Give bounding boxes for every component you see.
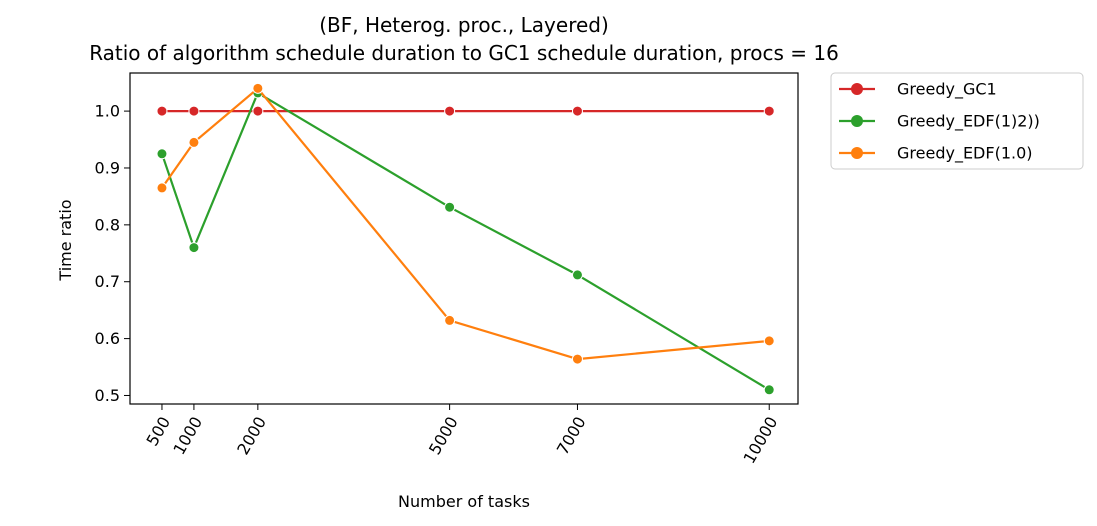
x-tick-label: 10000 xyxy=(740,413,782,467)
data-point xyxy=(571,353,583,365)
data-point xyxy=(156,148,168,160)
legend-label: Greedy_GC1 xyxy=(897,80,997,100)
legend-marker xyxy=(851,115,863,127)
data-point xyxy=(571,269,583,281)
x-tick-label: 500 xyxy=(142,413,174,449)
data-point xyxy=(444,105,456,117)
data-point xyxy=(188,242,200,254)
y-tick-label: 0.7 xyxy=(95,272,120,291)
data-point xyxy=(571,105,583,117)
data-point xyxy=(188,136,200,148)
data-point xyxy=(763,384,775,396)
x-tick-label: 2000 xyxy=(233,413,270,458)
series-line xyxy=(160,91,770,391)
y-axis: 0.5 0.6 0.7 0.8 0.9 1.0 xyxy=(95,102,130,405)
x-tick-label: 5000 xyxy=(425,413,462,458)
data-point xyxy=(156,182,168,194)
y-tick-label: 0.9 xyxy=(95,158,120,177)
y-tick-label: 1.0 xyxy=(95,102,120,121)
legend-marker xyxy=(851,147,863,159)
y-axis-label: Time ratio xyxy=(56,199,75,281)
data-point xyxy=(188,105,200,117)
legend-label: Greedy_EDF(1)2)) xyxy=(897,112,1040,132)
data-point xyxy=(252,82,264,94)
legend-label: Greedy_EDF(1.0) xyxy=(897,144,1033,164)
x-axis-label: Number of tasks xyxy=(398,492,530,511)
data-point xyxy=(156,105,168,117)
data-point xyxy=(763,335,775,347)
data-point xyxy=(763,105,775,117)
series-line xyxy=(161,87,770,361)
data-point xyxy=(444,201,456,213)
x-tick-label: 7000 xyxy=(553,413,590,458)
y-tick-label: 0.5 xyxy=(95,386,120,405)
y-tick-label: 0.6 xyxy=(95,329,120,348)
data-point xyxy=(252,105,264,117)
chart-title: (BF, Heterog. proc., Layered) xyxy=(319,13,609,37)
data-point xyxy=(444,314,456,326)
plot-lines xyxy=(156,82,775,396)
x-tick-label: 1000 xyxy=(169,413,206,458)
plot-frame xyxy=(129,72,799,405)
legend: Greedy_GC1 Greedy_EDF(1)2)) Greedy_EDF(1.0… xyxy=(830,72,1084,170)
legend-marker xyxy=(851,83,863,95)
legend-frame xyxy=(830,72,1084,170)
chart-subtitle: Ratio of algorithm schedule duration to … xyxy=(89,41,839,65)
y-tick-label: 0.8 xyxy=(95,215,120,234)
